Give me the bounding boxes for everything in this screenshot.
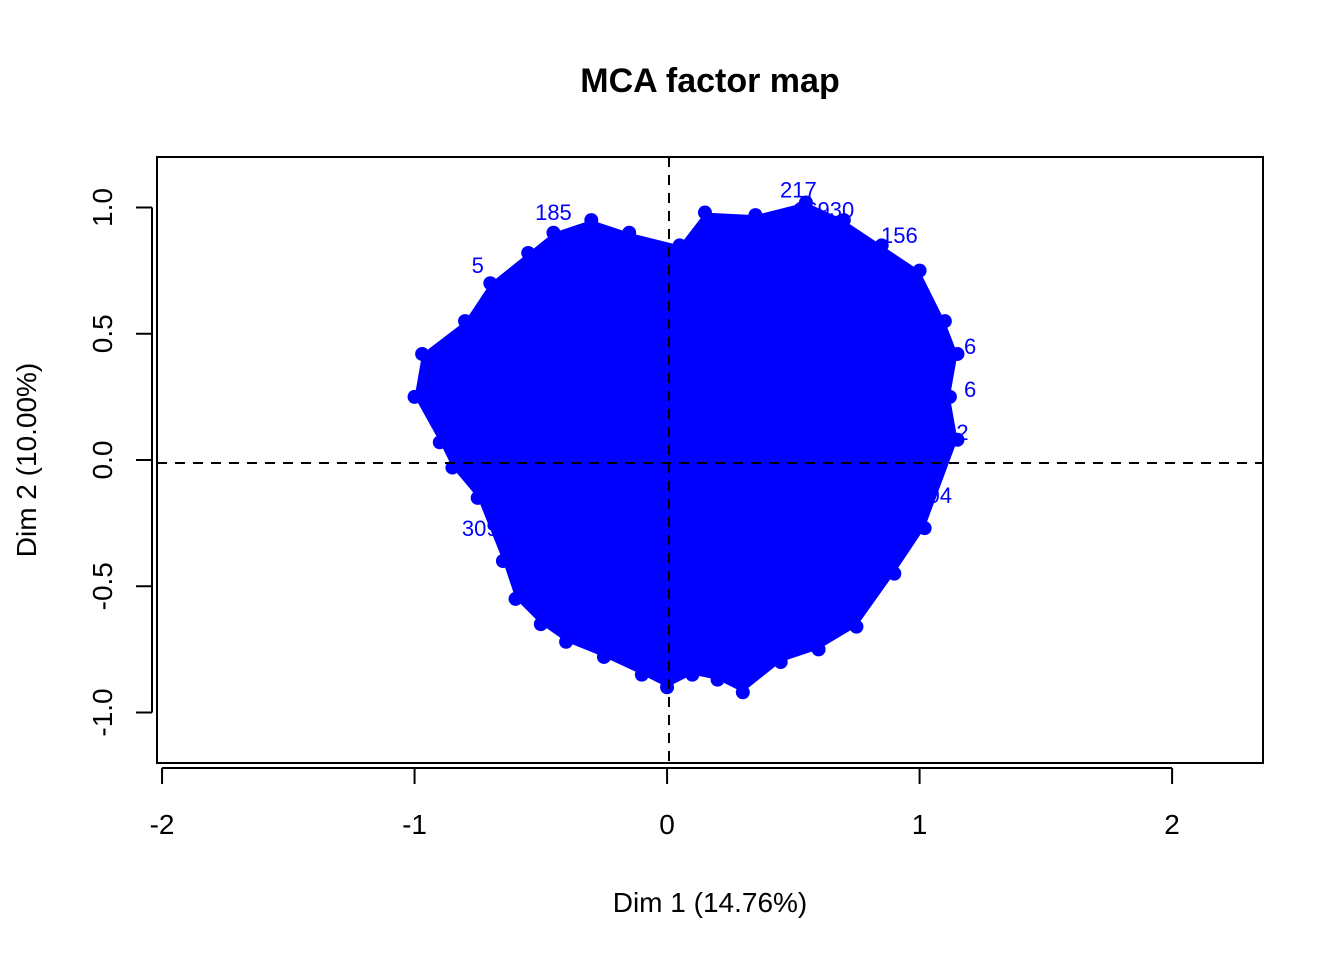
data-point (470, 490, 485, 505)
y-axis: -1.0 -0.5 0.0 0.5 1.0 (87, 188, 153, 737)
data-point (912, 263, 927, 278)
x-axis-title: Dim 1 (14.76%) (613, 887, 808, 918)
x-tick-label: 0 (659, 809, 675, 840)
y-tick-label: -0.5 (87, 562, 118, 610)
data-point (836, 213, 851, 228)
point-label: 130 (831, 581, 868, 606)
data-point (596, 649, 611, 664)
data-point (950, 346, 965, 361)
data-point (407, 389, 422, 404)
data-point (697, 205, 712, 220)
data-point (950, 432, 965, 447)
data-point (533, 617, 548, 632)
data-point (660, 680, 675, 695)
data-point (773, 655, 788, 669)
point-label: 2 (956, 420, 968, 445)
data-point (546, 225, 561, 240)
data-point (458, 314, 473, 329)
data-point (685, 667, 700, 682)
data-point (937, 314, 952, 329)
y-tick-label: 1.0 (87, 188, 118, 227)
point-label: 156 (881, 223, 918, 248)
data-point (798, 195, 813, 210)
y-tick-label: 0.0 (87, 441, 118, 480)
y-tick-label: -1.0 (87, 688, 118, 736)
point-cloud (414, 202, 958, 693)
data-point (811, 642, 826, 657)
point-label: 6 (964, 377, 976, 402)
data-point (584, 213, 599, 228)
point-label: 185 (535, 200, 572, 225)
data-point (874, 238, 889, 253)
point-label: 309 (462, 516, 499, 541)
data-point (917, 521, 932, 536)
data-point (483, 276, 498, 291)
points-layer (407, 195, 965, 700)
data-point (521, 245, 536, 260)
point-label: 6 (964, 334, 976, 359)
data-point (559, 634, 574, 649)
data-point (849, 619, 864, 634)
point-label: 16930 (793, 198, 854, 223)
data-point (748, 208, 763, 223)
data-point (415, 346, 430, 361)
y-tick-label: 0.5 (87, 314, 118, 353)
data-point (634, 667, 649, 682)
data-point (735, 685, 750, 700)
data-point (672, 238, 687, 253)
point-label: 7 (883, 526, 895, 551)
data-point (942, 389, 957, 404)
point-label: 04 (928, 483, 952, 508)
chart-title: MCA factor map (580, 62, 839, 100)
point-label: 217 (780, 177, 817, 202)
y-axis-title: Dim 2 (10.00%) (11, 363, 42, 558)
data-point (495, 554, 510, 568)
x-axis: -2 -1 0 1 2 (150, 767, 1180, 840)
x-tick-label: 1 (912, 809, 928, 840)
data-point (432, 435, 447, 450)
data-point (508, 591, 523, 606)
x-tick-label: 2 (1164, 809, 1180, 840)
data-point (445, 460, 460, 475)
data-point (710, 672, 725, 687)
data-point (622, 225, 637, 240)
x-tick-label: -2 (150, 809, 175, 840)
point-label: 5 (472, 253, 484, 278)
point-label: 22 (726, 647, 750, 672)
plot-frame (156, 156, 1264, 764)
data-point (887, 566, 902, 581)
x-tick-label: -1 (402, 809, 427, 840)
point-label: 4 (873, 546, 885, 571)
